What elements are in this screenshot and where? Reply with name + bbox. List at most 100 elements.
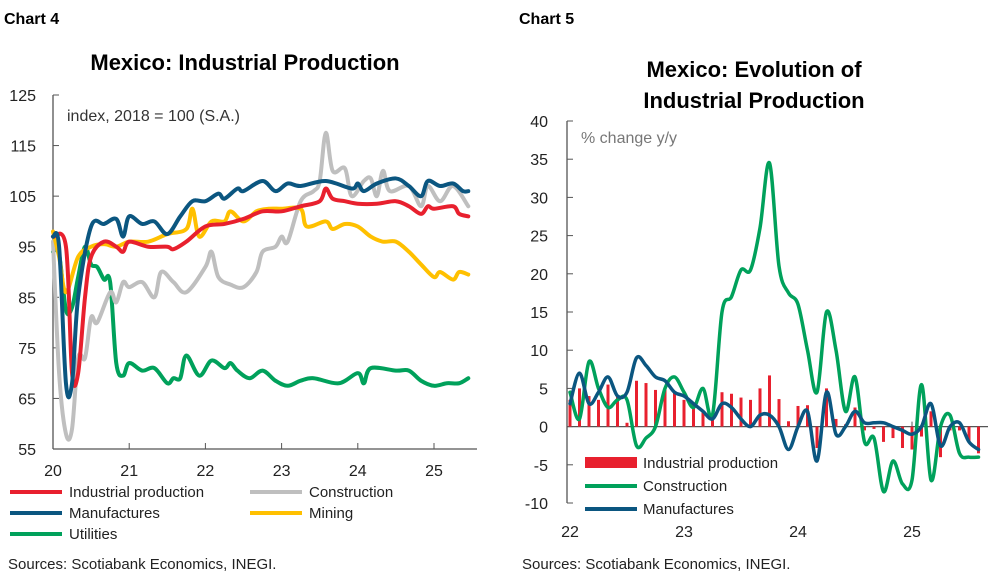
bar <box>701 411 705 427</box>
bar <box>692 403 695 427</box>
bar <box>758 388 762 427</box>
chart-4: Chart 4 Mexico: Industrial Production in… <box>4 11 477 573</box>
legend-label-utilities: Utilities <box>69 526 117 543</box>
chart-4-axes: 55 65 75 85 95 105 115 125 20 21 22 23 24 25 <box>9 88 477 480</box>
bar <box>834 418 838 427</box>
y-tick-label: 10 <box>530 343 548 360</box>
bar <box>654 389 657 427</box>
chart-5-source: Sources: Scotiabank Economics, INEGI. <box>522 556 790 573</box>
x-tick-label: 24 <box>349 463 367 480</box>
bar <box>977 426 980 454</box>
bar <box>749 399 752 427</box>
y-tick-label: 5 <box>539 381 548 398</box>
chart-5-annotation: % change y/y <box>581 130 677 147</box>
bar <box>644 383 648 427</box>
series-line-manufactures <box>51 176 471 400</box>
bar <box>882 426 885 442</box>
bar <box>891 426 895 439</box>
x-tick-label: 24 <box>789 524 807 541</box>
bar <box>616 396 619 427</box>
y-tick-label: 75 <box>18 341 36 358</box>
legend-label-construction: Construction <box>643 478 727 495</box>
legend-label-manufactures: Manufactures <box>643 501 734 518</box>
x-tick-label: 20 <box>44 463 62 480</box>
chart-5: Chart 5 Mexico: Evolution of Industrial … <box>519 11 988 573</box>
bar <box>872 426 876 429</box>
legend-swatch-industrial-production <box>585 457 637 468</box>
chart-5-series <box>568 161 981 494</box>
bar <box>568 399 572 427</box>
y-tick-label: 40 <box>530 114 548 131</box>
chart-4-legend: Industrial production Construction Manufac… <box>10 484 393 543</box>
bar <box>720 392 724 427</box>
chart-4-annotation: index, 2018 = 100 (S.A.) <box>67 108 240 125</box>
chart-5-header: Chart 5 <box>519 11 574 28</box>
series-line-utilities <box>51 244 471 388</box>
x-tick-label: 25 <box>903 524 921 541</box>
series-line-manufactures <box>568 354 981 463</box>
series-line-industrial-production <box>51 186 471 388</box>
x-tick-label: 23 <box>675 524 693 541</box>
legend-label-mining: Mining <box>309 505 353 522</box>
chart-5-title-line-1: Mexico: Evolution of <box>646 57 862 82</box>
y-tick-label: 15 <box>530 305 548 322</box>
bar <box>901 426 904 448</box>
y-tick-label: 65 <box>18 391 36 408</box>
bar <box>711 415 714 427</box>
bar <box>587 396 591 427</box>
bar <box>967 426 971 442</box>
bar <box>958 426 961 431</box>
y-tick-label: 20 <box>530 267 548 284</box>
chart-5-bars <box>568 375 980 458</box>
chart-4-header: Chart 4 <box>4 11 59 28</box>
chart-5-axes: -10 -5 0 5 10 15 20 25 30 35 40 22 23 24 25 <box>525 114 988 541</box>
bar <box>920 426 923 437</box>
bar <box>929 411 933 427</box>
bar <box>825 388 828 427</box>
x-tick-label: 22 <box>197 463 215 480</box>
bar <box>682 399 686 427</box>
bar <box>597 399 600 427</box>
y-tick-label: 105 <box>9 189 36 206</box>
legend-label-industrial-production: Industrial production <box>69 484 204 501</box>
y-tick-label: 35 <box>530 152 548 169</box>
y-tick-label: 30 <box>530 190 548 207</box>
bar <box>777 399 781 427</box>
bar <box>768 375 771 427</box>
bar <box>863 426 866 431</box>
bar <box>910 426 914 450</box>
chart-4-source: Sources: Scotiabank Economics, INEGI. <box>8 556 276 573</box>
y-tick-label: -10 <box>525 496 548 513</box>
x-tick-label: 22 <box>561 524 579 541</box>
bar <box>578 388 581 427</box>
series-line-construction <box>51 130 471 442</box>
bar <box>730 393 733 427</box>
x-tick-label: 21 <box>120 463 138 480</box>
x-tick-label: 23 <box>273 463 291 480</box>
bar <box>787 421 790 427</box>
y-tick-label: 95 <box>18 240 36 257</box>
bar <box>796 405 800 427</box>
y-tick-label: 125 <box>9 88 36 105</box>
bar <box>739 397 743 427</box>
chart-4-series <box>51 130 471 442</box>
series-line-construction <box>568 161 981 494</box>
bar <box>853 407 857 427</box>
chart-5-title-line-2: Industrial Production <box>643 88 864 113</box>
chart-4-title: Mexico: Industrial Production <box>90 50 399 75</box>
y-tick-label: 85 <box>18 290 36 307</box>
y-tick-label: 115 <box>10 139 36 156</box>
legend-label-construction: Construction <box>309 484 393 501</box>
bar <box>625 422 629 427</box>
legend-label-industrial-production: Industrial production <box>643 455 778 472</box>
legend-label-manufactures: Manufactures <box>69 505 160 522</box>
y-tick-label: -5 <box>534 458 548 475</box>
bar <box>663 388 667 427</box>
y-tick-label: 25 <box>530 229 548 246</box>
bar <box>635 380 638 427</box>
chart-5-legend: Industrial production Construction Manufac… <box>585 455 778 518</box>
bar <box>815 426 819 448</box>
x-tick-label: 25 <box>425 463 443 480</box>
bar <box>673 392 676 427</box>
